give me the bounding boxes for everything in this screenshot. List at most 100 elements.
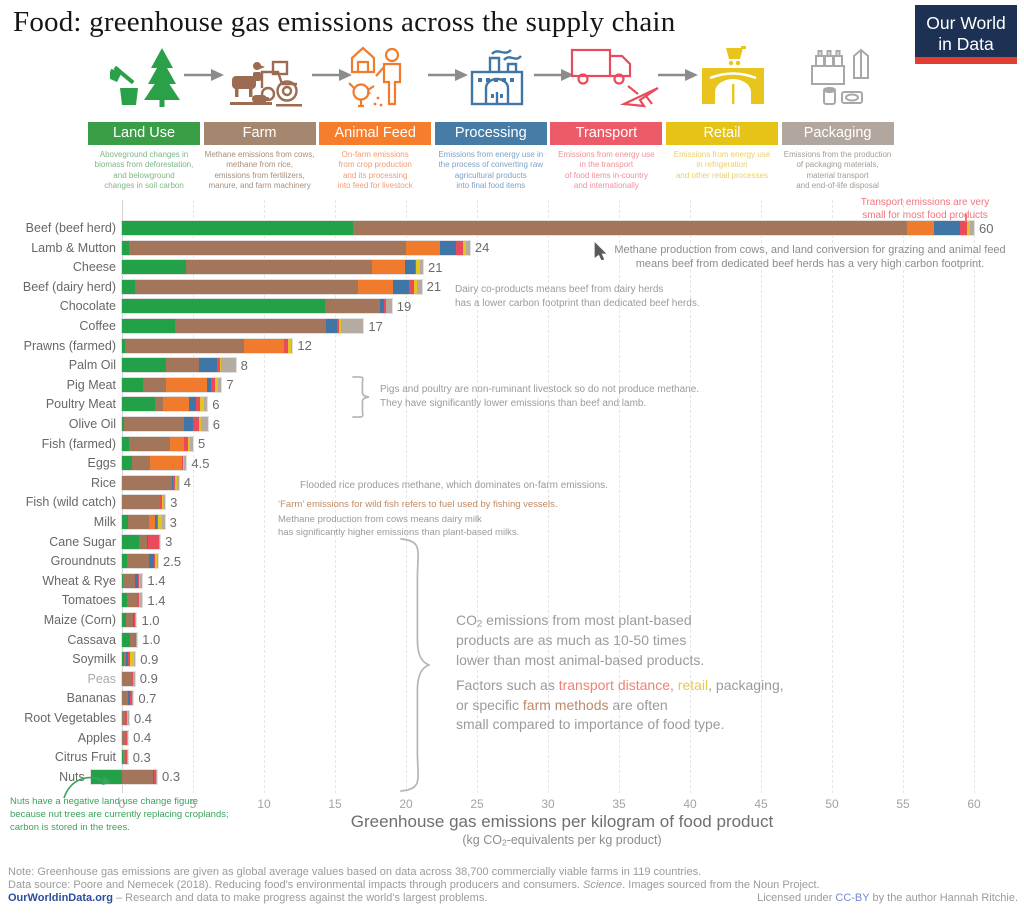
dairy-beef-annotation: Dairy co-products means beef from dairy …	[455, 284, 700, 309]
bar-segment-farm	[122, 475, 172, 490]
bar-segment-farm	[353, 221, 908, 235]
bar-segment-land_use_change	[90, 769, 122, 784]
food-label: Bananas	[66, 691, 116, 706]
text-span: emissions from most plant-based products…	[456, 612, 705, 668]
bar-segment-packaging	[200, 417, 208, 431]
bar-segment-transport	[383, 299, 387, 314]
gridline	[406, 200, 407, 793]
legend-header-animal_feed: Animal Feed	[319, 122, 432, 145]
bar-segment-packaging	[126, 750, 128, 765]
food-label: Palm Oil	[68, 358, 116, 373]
x-tick-label: 40	[683, 797, 697, 811]
bar-segment-land_use_change	[122, 299, 326, 314]
bar-segment-farm	[123, 750, 126, 765]
bar-segment-packaging	[127, 711, 129, 725]
text-span: retail	[677, 677, 709, 693]
legend-header-processing: Processing	[434, 122, 547, 145]
bar-segment-packaging	[135, 632, 138, 647]
bar-value-label: 1.0	[141, 612, 160, 628]
bar-value-label: 6	[212, 416, 220, 432]
footer-license: Licensed under CC-BY by the author Hanna…	[757, 892, 1018, 904]
bar-row	[120, 396, 209, 413]
food-label: Tomatoes	[61, 593, 116, 608]
text-span: 2	[477, 618, 483, 630]
gridline	[477, 200, 478, 793]
bar-segment-animal_feed	[170, 436, 185, 451]
bar-segment-transport	[414, 260, 416, 275]
bar-row	[120, 455, 188, 472]
food-label: Cheese	[72, 260, 116, 275]
food-label: Root Vegetables	[24, 711, 116, 725]
bar-segment-farm	[123, 573, 135, 588]
legend-header-retail: Retail	[666, 122, 778, 145]
bar-segment-transport	[181, 456, 184, 471]
bar-segment-transport	[133, 613, 136, 627]
bar-row	[121, 239, 471, 256]
bar-segment-land_use_change	[122, 750, 124, 765]
x-tick-label: 50	[825, 797, 839, 811]
bar-segment-processing	[153, 769, 155, 784]
bar-segment-transport	[211, 377, 215, 392]
bar-segment-transport	[184, 436, 188, 451]
bar-segment-farm	[143, 377, 167, 392]
x-tick-label: 0	[118, 797, 126, 811]
bar-segment-animal_feed	[150, 456, 182, 471]
gridline	[335, 200, 336, 793]
rice-annotation: Flooded rice produces methane, which dom…	[300, 480, 608, 491]
bar-row	[121, 259, 424, 276]
bar-segment-retail	[415, 260, 421, 275]
bar-segment-packaging	[162, 515, 165, 529]
bar-segment-farm	[128, 515, 149, 529]
bar-segment-transport	[128, 652, 130, 667]
plant-foods-brace	[400, 538, 430, 792]
bar-segment-land_use_change	[122, 456, 132, 471]
bar-row	[120, 533, 162, 550]
bar-row	[121, 278, 423, 295]
bar-segment-processing	[171, 475, 174, 490]
bar-segment-packaging	[290, 338, 293, 353]
bar-segment-animal_feed	[405, 240, 441, 255]
bar-value-label: 12	[297, 338, 312, 354]
arrow-icon	[312, 68, 352, 82]
x-tick-label: 15	[328, 797, 342, 811]
x-tick-label: 10	[257, 797, 271, 811]
gridline	[264, 200, 265, 793]
text-link[interactable]: CC-BY	[835, 892, 870, 904]
bar-segment-land_use_change	[122, 319, 175, 333]
gridline	[903, 200, 904, 793]
bar-segment-land_use_change	[122, 417, 125, 431]
bottles-carton-icon	[810, 46, 878, 106]
bar-segment-packaging	[140, 573, 143, 588]
bar-row	[120, 651, 137, 668]
x-tick-label: 35	[612, 797, 626, 811]
food-label: Poultry Meat	[45, 397, 116, 412]
bar-segment-retail	[126, 711, 128, 725]
bar-segment-transport	[134, 632, 136, 647]
bar-segment-processing	[188, 397, 196, 412]
bar-segment-farm	[131, 456, 151, 471]
bar-segment-retail	[199, 417, 201, 431]
plant-based-annotation: CO2 emissions from most plant-based prod…	[456, 611, 704, 670]
legend-description-retail: Emissions from energy use in refrigerati…	[673, 150, 771, 180]
text-link[interactable]: OurWorldinData.org	[8, 892, 113, 904]
bar-segment-processing	[148, 554, 154, 569]
food-label: Wheat & Rye	[42, 573, 116, 588]
bar-value-label: 0.3	[162, 769, 181, 785]
gridline	[974, 200, 975, 793]
bar-segment-farm	[122, 711, 126, 725]
bar-segment-land_use_change	[122, 613, 126, 627]
arrow-icon	[534, 68, 574, 82]
bar-value-label: 0.9	[139, 671, 158, 687]
bar-segment-land_use_change	[122, 240, 130, 255]
bar-segment-transport	[131, 671, 134, 686]
bar-value-label: 24	[474, 240, 490, 256]
legend-description-processing: Emissions from energy use in the process…	[438, 150, 544, 191]
factors-annotation: Factors such as transport distance, reta…	[456, 676, 784, 735]
bar-segment-land_use_change	[122, 221, 354, 235]
nuts-annotation: Nuts have a negative land use change fig…	[10, 796, 229, 833]
bar-segment-land_use_change	[122, 593, 127, 608]
bar-row	[121, 416, 209, 432]
owid-logo[interactable]: Our World in Data	[915, 5, 1017, 64]
bar-segment-land_use_change	[122, 377, 144, 392]
